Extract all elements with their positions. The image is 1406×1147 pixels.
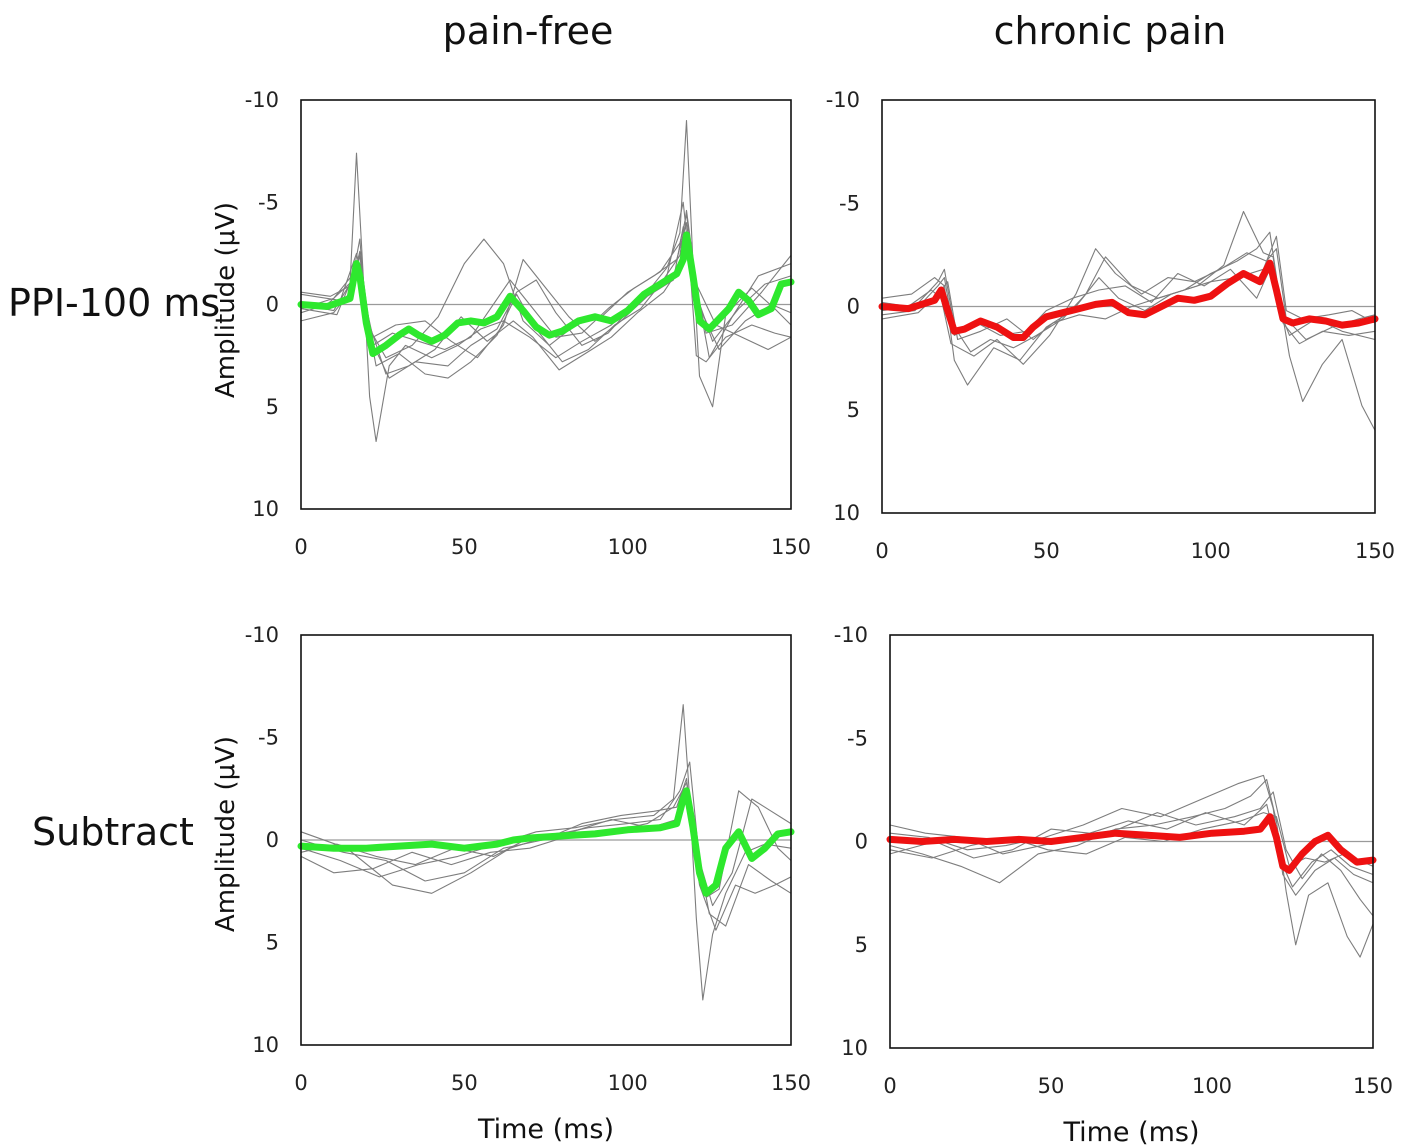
- y-axis-label: Amplitude (μV): [211, 736, 241, 932]
- individual-trace-1: [300, 704, 792, 1001]
- individual-trace-2: [889, 774, 1374, 896]
- y-tick-label: 0: [855, 830, 868, 854]
- y-tick-label: -5: [847, 726, 868, 750]
- mean-trace: [297, 787, 795, 897]
- x-tick-label: 50: [1033, 539, 1060, 563]
- y-tick-label: -5: [839, 191, 860, 215]
- y-tick-label: 0: [266, 293, 279, 317]
- x-tick-label: 0: [883, 1074, 896, 1098]
- x-axis-label: Time (ms): [1062, 1117, 1199, 1147]
- y-tick-label: -10: [834, 623, 868, 647]
- y-tick-label: -5: [258, 726, 279, 750]
- plot-frame: [300, 99, 792, 510]
- y-tick-label: -10: [245, 623, 279, 647]
- column-title-pain-free: pain-free: [443, 9, 614, 53]
- individual-trace-2: [881, 210, 1376, 386]
- x-tick-label: 100: [608, 1071, 648, 1095]
- x-tick-label: 100: [608, 535, 648, 559]
- y-tick-label: 5: [847, 398, 860, 422]
- row-label-subtract: Subtract: [32, 810, 194, 854]
- y-tick-label: 5: [266, 395, 279, 419]
- x-axis-label: Time (ms): [477, 1114, 614, 1145]
- x-tick-label: 100: [1191, 539, 1231, 563]
- individual-trace-2: [300, 761, 792, 907]
- individual-trace-4: [889, 791, 1374, 917]
- plot-frame: [889, 634, 1374, 1049]
- plot-frame: [300, 634, 792, 1046]
- individual-trace-5: [300, 794, 792, 931]
- column-title-chronic-pain: chronic pain: [994, 9, 1227, 53]
- mean-trace: [878, 259, 1379, 341]
- y-tick-label: 10: [252, 497, 279, 521]
- x-tick-label: 50: [451, 535, 478, 559]
- plot-frame: [881, 99, 1376, 514]
- x-tick-label: 0: [875, 539, 888, 563]
- y-tick-label: 10: [833, 501, 860, 525]
- y-tick-label: 0: [847, 295, 860, 319]
- x-tick-label: 0: [294, 535, 307, 559]
- individual-trace-1: [889, 778, 1374, 958]
- x-tick-label: 150: [1353, 1074, 1393, 1098]
- y-tick-label: -10: [245, 88, 279, 112]
- x-tick-label: 150: [771, 535, 811, 559]
- x-tick-label: 0: [294, 1071, 307, 1095]
- mean-trace: [886, 813, 1377, 874]
- x-tick-label: 150: [771, 1071, 811, 1095]
- y-axis-label: Amplitude (μV): [211, 202, 241, 398]
- mean-trace: [297, 231, 795, 358]
- row-label-ppi-100: PPI-100 ms: [8, 281, 220, 325]
- y-tick-label: 0: [266, 828, 279, 852]
- y-tick-label: 5: [855, 933, 868, 957]
- x-tick-label: 50: [451, 1071, 478, 1095]
- y-tick-label: 10: [252, 1033, 279, 1057]
- individual-trace-4: [300, 222, 792, 359]
- y-tick-label: -5: [258, 190, 279, 214]
- individual-trace-4: [300, 777, 792, 898]
- individual-trace-3: [300, 782, 792, 927]
- x-tick-label: 100: [1192, 1074, 1232, 1098]
- y-tick-label: -10: [826, 88, 860, 112]
- individual-trace-1: [300, 119, 792, 443]
- x-tick-label: 150: [1355, 539, 1395, 563]
- y-tick-label: 10: [841, 1036, 868, 1060]
- individual-trace-3: [889, 803, 1374, 888]
- x-tick-label: 50: [1038, 1074, 1065, 1098]
- y-tick-label: 5: [266, 931, 279, 955]
